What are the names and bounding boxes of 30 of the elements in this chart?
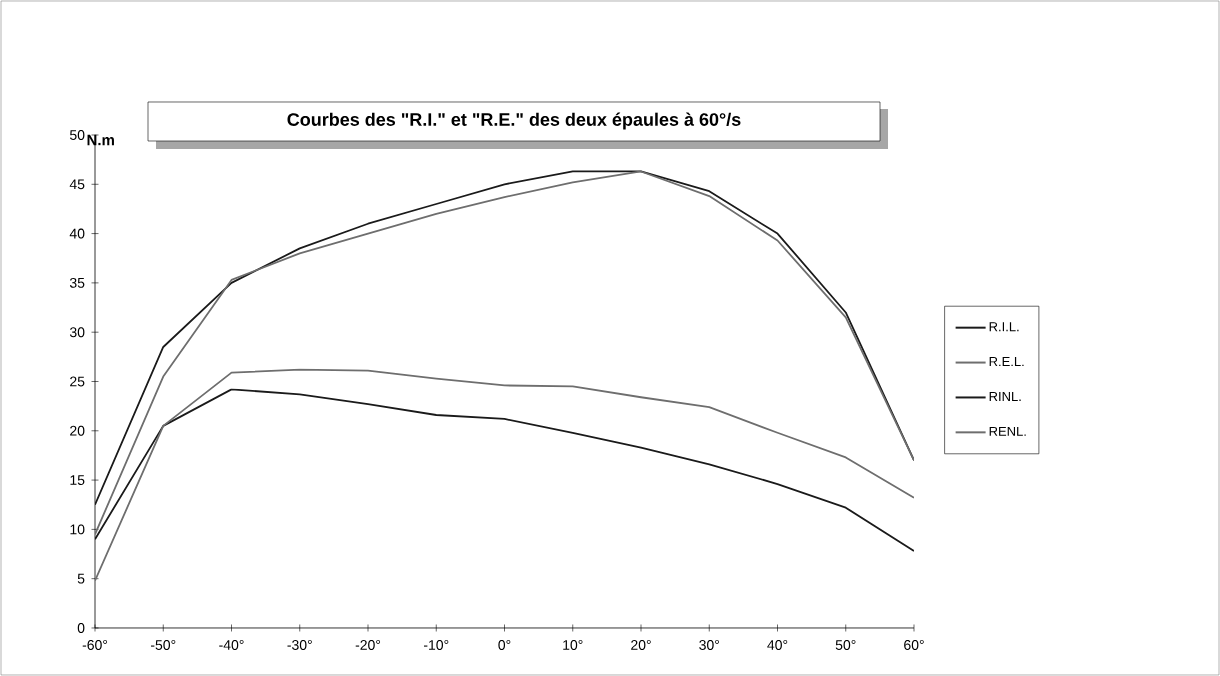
x-tick-label: 60° (904, 640, 924, 650)
x-tick-label: 40° (767, 640, 788, 650)
y-tick-label: 35 (69, 277, 85, 288)
y-tick-label: 10 (70, 524, 85, 535)
x-tick-label: 30° (699, 640, 719, 650)
x-tick-label: -30° (287, 640, 312, 650)
y-tick-label: 30 (69, 327, 85, 338)
x-tick-label: -20° (355, 640, 381, 650)
y-axis-title: N.m (87, 134, 114, 146)
x-tick-label: 50° (835, 640, 856, 650)
legend-label: RENL. (989, 426, 1026, 436)
y-tick-label: 25 (70, 376, 85, 387)
y-tick-label: 15 (70, 475, 85, 485)
y-tick-label: 0 (77, 623, 85, 633)
x-tick-label: -10° (423, 640, 449, 650)
x-tick-label: 0° (498, 640, 511, 650)
x-tick-label: -60° (82, 640, 108, 650)
legend-label: RINL. (989, 392, 1021, 401)
x-tick-label: -40° (219, 640, 244, 650)
chart-title: Courbes des "R.I." et "R.E." des deux épaules à 60°/s (287, 112, 741, 130)
x-tick-label: 20° (631, 640, 651, 650)
y-tick-label: 5 (77, 573, 85, 584)
legend-label: R.E.L. (989, 357, 1024, 367)
y-tick-label: 50 (69, 130, 85, 140)
y-tick-label: 20 (70, 425, 85, 436)
x-tick-label: 10° (563, 640, 583, 650)
legend-label: R.I.L. (989, 322, 1019, 332)
x-tick-label: -50° (150, 640, 176, 650)
y-tick-label: 40 (69, 228, 85, 239)
y-tick-label: 45 (69, 179, 85, 190)
